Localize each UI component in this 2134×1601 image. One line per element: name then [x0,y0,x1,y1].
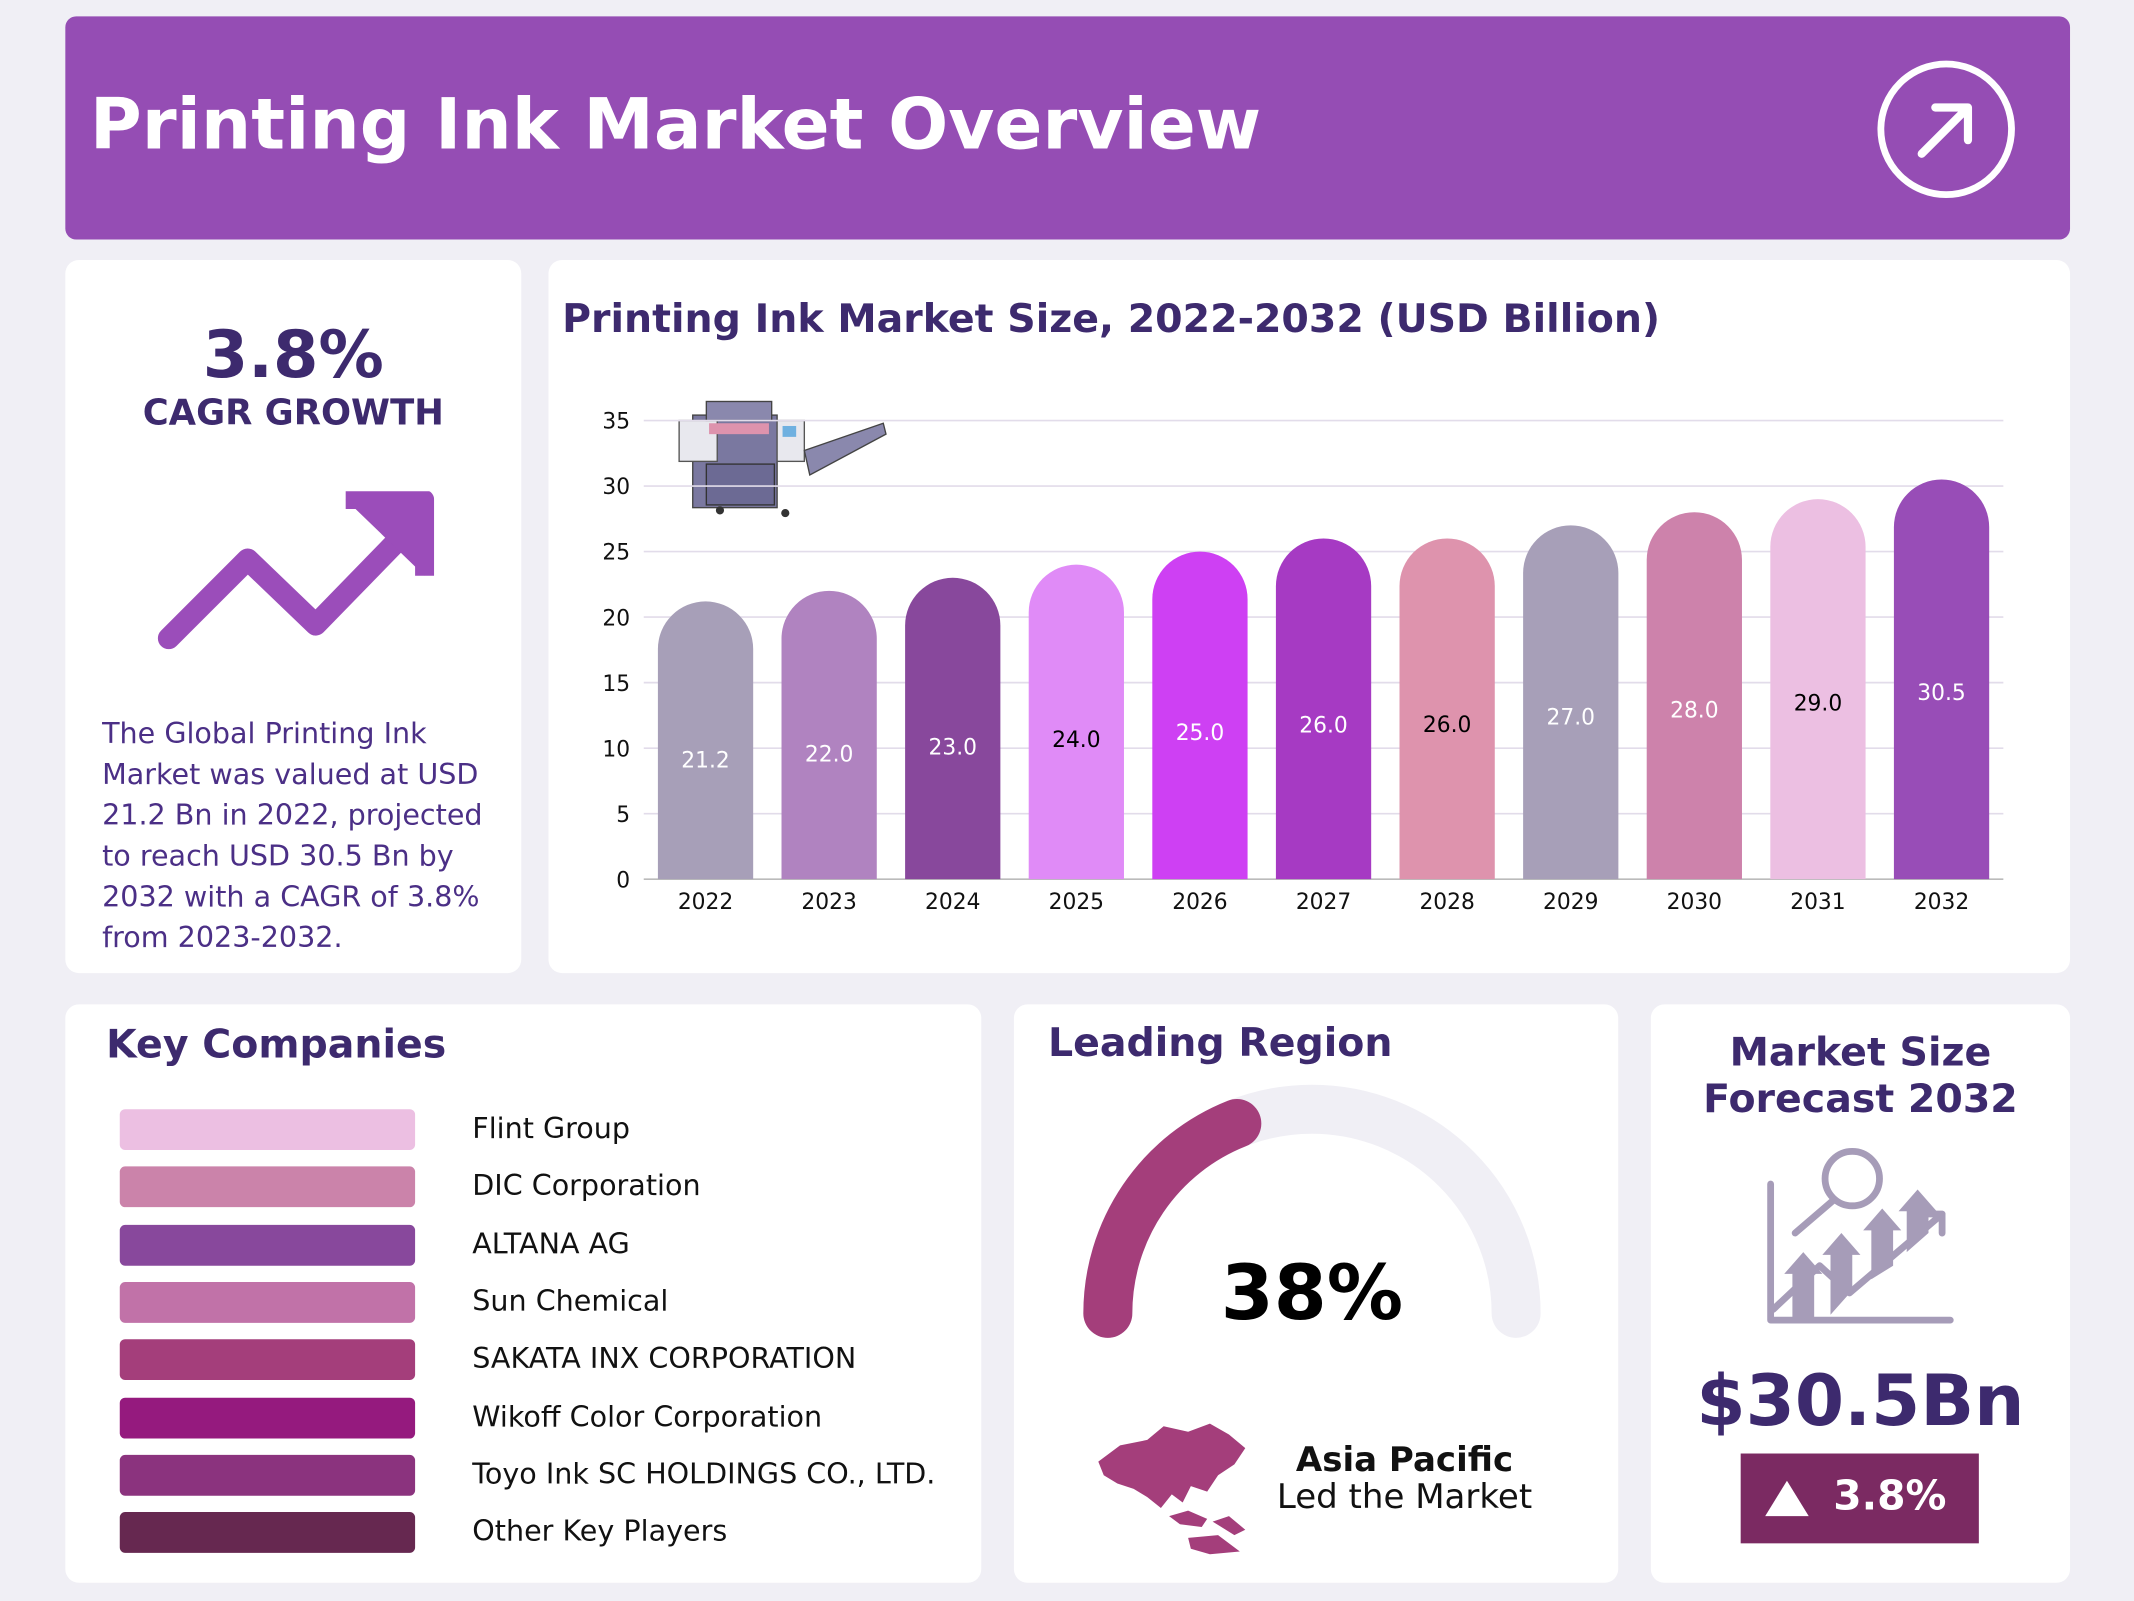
company-color-swatch [119,1166,416,1208]
x-tick-label: 2032 [1914,890,1969,915]
y-tick-label: 5 [616,803,630,828]
growth-badge: 3.8% [1740,1453,1979,1544]
cagr-value: 3.8% [202,317,384,394]
market-size-chart-card: Printing Ink Market Size, 2022-2032 (USD… [548,259,2071,974]
bar-data-label: 26.0 [1423,713,1471,738]
company-name: Sun Chemical [472,1284,669,1318]
bar-data-label: 29.0 [1794,691,1842,716]
x-tick-label: 2025 [1049,890,1104,915]
x-tick-label: 2023 [801,890,856,915]
region-share-value: 38% [1220,1249,1404,1338]
company-color-swatch [119,1224,416,1266]
company-color-swatch [119,1512,416,1553]
bar-data-label: 22.0 [805,743,853,768]
leading-region-card: Leading Region 38% Asia Pacific Led the … [1013,1004,1619,1583]
triangle-up-icon [1765,1480,1809,1517]
y-tick-label: 25 [602,541,630,566]
y-tick-label: 0 [616,868,630,893]
x-tick-label: 2029 [1543,890,1598,915]
region-share-gauge [1083,1084,1541,1338]
x-tick-label: 2030 [1667,890,1722,915]
bar-data-label: 25.0 [1176,721,1224,746]
bar-chart: 0510152025303521.2202222.0202323.0202424… [602,400,2004,915]
printer-illustration [678,400,887,518]
bar-2032 [1893,479,1990,880]
x-tick-label: 2028 [1419,890,1474,915]
bar-2022 [657,601,754,880]
company-color-swatch [119,1339,416,1381]
x-tick-label: 2026 [1172,890,1227,915]
x-tick-label: 2027 [1296,890,1351,915]
gauge-fill [1083,1099,1262,1338]
y-tick-label: 10 [602,737,630,762]
arrow-up-right-circle-icon[interactable] [1875,59,2017,201]
bar-data-label: 21.2 [681,749,729,774]
forecast-card: Market Size Forecast 2032 $30.5Bn 3.8% [1650,1004,2071,1583]
header-banner: Printing Ink Market Overview [65,16,2071,240]
bar-2027 [1275,538,1372,880]
y-tick-label: 30 [602,475,630,500]
y-tick-label: 35 [602,410,630,435]
y-tick-label: 15 [602,672,630,697]
bar-2025 [1028,564,1124,880]
company-color-swatch [119,1109,416,1151]
bar-2029 [1523,525,1619,880]
asia-pacific-map-icon [1098,1423,1246,1555]
company-name: ALTANA AG [472,1227,630,1260]
trend-up-arrow-icon [157,491,435,650]
bar-2031 [1770,499,1866,880]
page-title: Printing Ink Market Overview [89,84,1262,167]
key-companies-card: Key Companies Flint Group DIC Corporation… [65,1004,982,1583]
bar-2026 [1152,551,1248,880]
bar-2024 [905,577,1001,880]
bar-data-label: 28.0 [1670,699,1718,724]
cagr-card: 3.8% CAGR GROWTH The Global Printing Ink… [65,259,522,974]
bar-2023 [781,590,877,880]
y-tick-label: 20 [602,606,630,631]
company-color-swatch [119,1454,416,1496]
bar-2028 [1399,538,1495,880]
forecast-value: $30.5Bn [1696,1360,2025,1443]
bar-data-label: 23.0 [929,735,977,760]
company-name: SAKATA INX CORPORATION [472,1342,857,1375]
company-name: Other Key Players [472,1514,728,1548]
region-subtitle: Led the Market [1276,1476,1533,1517]
company-color-swatch [119,1281,416,1323]
company-name: Flint Group [472,1111,631,1145]
bar-data-label: 27.0 [1547,706,1595,731]
bar-data-label: 26.0 [1299,714,1347,739]
growth-value: 3.8% [1833,1472,1947,1521]
cagr-label: CAGR GROWTH [142,393,444,435]
region-name: Asia Pacific [1295,1439,1514,1480]
bar-data-label: 30.5 [1917,681,1965,706]
forecast-title-line2: Forecast 2032 [1703,1075,2018,1122]
bar-2030 [1646,512,1742,880]
x-tick-label: 2024 [925,890,980,915]
company-color-swatch [119,1397,416,1438]
cagr-description: The Global Printing Ink Market was value… [102,717,483,955]
company-name: Wikoff Color Corporation [472,1399,823,1433]
x-tick-label: 2022 [678,890,733,915]
bar-data-label: 24.0 [1052,728,1100,753]
growth-analytics-icon [1767,1147,1954,1324]
forecast-title-line1: Market Size [1729,1028,1992,1076]
company-name: Toyo Ink SC HOLDINGS CO., LTD. [472,1457,936,1490]
leading-region-title: Leading Region [1047,1019,1393,1066]
x-tick-label: 2031 [1790,890,1845,915]
chart-title: Printing Ink Market Size, 2022-2032 (USD… [562,295,1661,342]
key-companies-title: Key Companies [106,1020,447,1068]
company-name: DIC Corporation [472,1169,701,1203]
